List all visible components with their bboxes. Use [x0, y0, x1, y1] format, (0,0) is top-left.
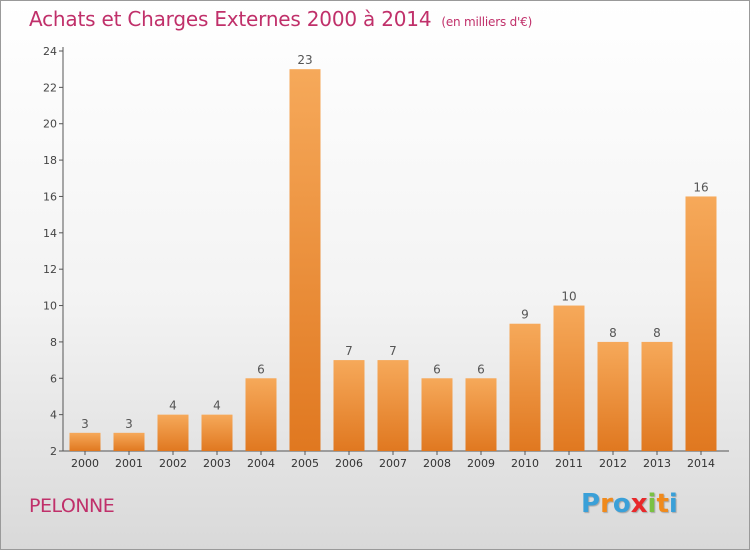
bar-2012 — [597, 341, 629, 451]
x-tick-label: 2002 — [159, 457, 187, 470]
y-tick-label: 8 — [50, 336, 57, 349]
y-tick-label: 6 — [50, 372, 57, 385]
proxiti-logo: Proxiti — [581, 489, 678, 519]
bar-2009 — [465, 378, 497, 451]
x-tick-label: 2001 — [115, 457, 143, 470]
x-tick-label: 2004 — [247, 457, 275, 470]
bar-2004 — [245, 378, 277, 451]
chart-title-text: Achats et Charges Externes 2000 à 2014 — [29, 7, 432, 31]
logo-letter: o — [612, 489, 631, 519]
logo-letter: x — [630, 489, 648, 519]
y-tick-label: 10 — [43, 300, 57, 313]
data-label: 3 — [125, 417, 133, 431]
chart-title: Achats et Charges Externes 2000 à 2014 (e… — [29, 7, 532, 31]
bar-2003 — [201, 414, 233, 451]
chart-unit: (en milliers d'€) — [441, 15, 533, 29]
bar-2005 — [289, 69, 321, 451]
data-label: 23 — [297, 53, 312, 67]
x-tick-label: 2008 — [423, 457, 451, 470]
y-tick-label: 2 — [50, 445, 57, 458]
data-label: 10 — [561, 290, 576, 304]
bar-2011 — [553, 305, 585, 451]
data-label: 7 — [389, 344, 397, 358]
x-tick-label: 2005 — [291, 457, 319, 470]
commune-name: PELONNE — [29, 495, 115, 517]
y-tick-label: 14 — [43, 227, 57, 240]
data-label: 16 — [693, 180, 708, 194]
bar-2007 — [377, 360, 409, 451]
x-tick-label: 2006 — [335, 457, 363, 470]
bar-2010 — [509, 323, 541, 451]
bar-2014 — [685, 196, 717, 451]
bar-2008 — [421, 378, 453, 451]
data-label: 6 — [477, 362, 485, 376]
chart-bars — [69, 69, 717, 451]
logo-letter: P — [581, 489, 601, 519]
logo-letter: i — [647, 489, 657, 519]
y-tick-label: 20 — [43, 118, 57, 131]
chart-data-labels: 3 3 4 4 6 23 7 7 6 6 9 10 8 8 16 — [81, 53, 708, 431]
x-tick-label: 2011 — [555, 457, 583, 470]
x-tick-label: 2000 — [71, 457, 99, 470]
logo-letter: i — [668, 489, 678, 519]
bar-2001 — [113, 432, 145, 451]
x-tick-label: 2010 — [511, 457, 539, 470]
y-tick-label: 18 — [43, 154, 57, 167]
x-tick-label: 2013 — [643, 457, 671, 470]
data-label: 8 — [653, 326, 661, 340]
data-label: 6 — [257, 362, 265, 376]
data-label: 9 — [521, 308, 529, 322]
data-label: 3 — [81, 417, 89, 431]
bar-2006 — [333, 360, 365, 451]
x-tick-label: 2009 — [467, 457, 495, 470]
data-label: 8 — [609, 326, 617, 340]
data-label: 7 — [345, 344, 353, 358]
x-tick-label: 2007 — [379, 457, 407, 470]
y-tick-label: 16 — [43, 190, 57, 203]
y-tick-label: 24 — [43, 45, 57, 58]
logo-letter: t — [656, 489, 669, 519]
y-tick-label: 22 — [43, 81, 57, 94]
bar-2013 — [641, 341, 673, 451]
data-label: 4 — [169, 399, 177, 413]
y-tick-label: 12 — [43, 263, 57, 276]
data-label: 6 — [433, 362, 441, 376]
x-tick-label: 2014 — [687, 457, 715, 470]
bar-2000 — [69, 432, 101, 451]
bar-2002 — [157, 414, 189, 451]
y-tick-label: 4 — [50, 409, 57, 422]
logo-letter: r — [600, 489, 613, 519]
x-tick-label: 2003 — [203, 457, 231, 470]
data-label: 4 — [213, 399, 221, 413]
x-tick-label: 2012 — [599, 457, 627, 470]
